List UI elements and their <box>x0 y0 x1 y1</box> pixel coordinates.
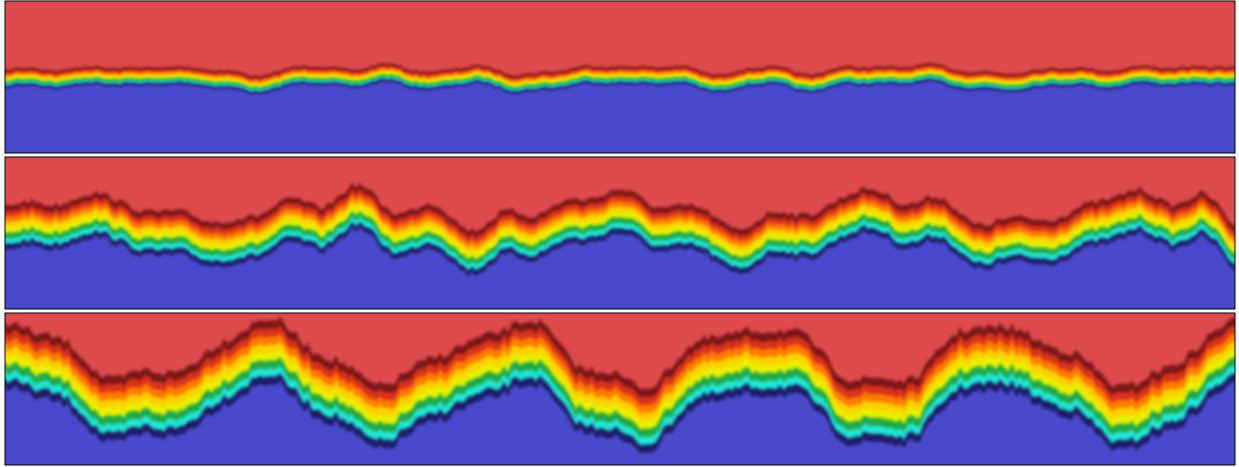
panel-3 <box>5 313 1235 465</box>
region <box>5 381 1235 465</box>
panel-2 <box>5 157 1235 309</box>
panel-1 <box>5 1 1235 153</box>
panel-border <box>4 156 1236 310</box>
panel-border <box>4 0 1236 154</box>
region <box>5 227 1235 309</box>
region <box>5 80 1235 153</box>
panel-border <box>4 312 1236 466</box>
